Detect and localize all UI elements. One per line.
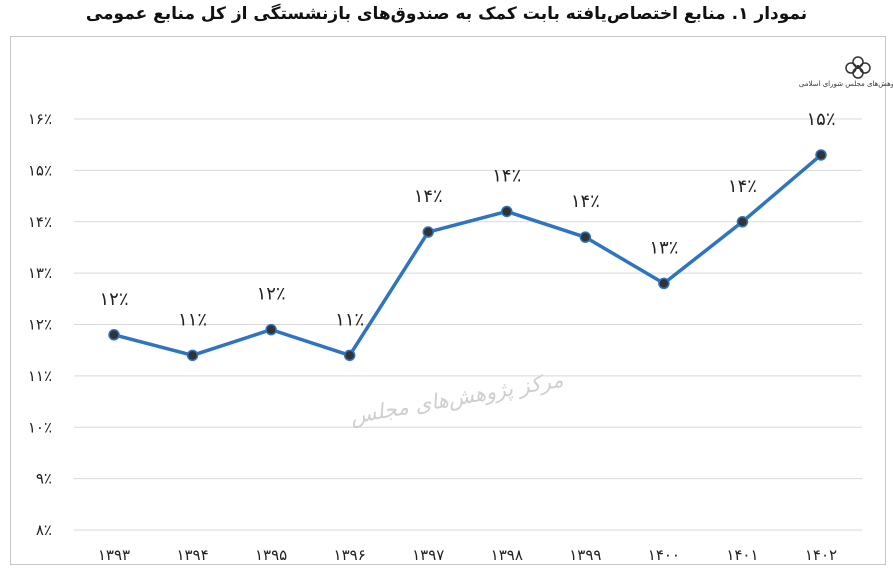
data-label: ۱۴٪ (414, 186, 443, 207)
logo-text: مرکز پژوهش‌های مجلس شورای اسلامی (799, 80, 893, 88)
chart-frame (10, 36, 886, 565)
y-tick-label: ۹٪ (36, 470, 52, 488)
y-tick-label: ۱۴٪ (28, 213, 52, 231)
data-point (186, 349, 199, 362)
data-point (108, 329, 120, 341)
logo: مرکز پژوهش‌های مجلس شورای اسلامی (799, 56, 893, 88)
y-tick-label: ۱۵٪ (28, 161, 52, 179)
data-point (658, 277, 670, 290)
data-point (501, 205, 513, 218)
series-line (113, 153, 823, 358)
x-tick-label: ۱۳۹۴ (176, 546, 208, 564)
data-label: ۱۴٪ (492, 165, 521, 186)
y-tick-label: ۱۲٪ (28, 316, 52, 334)
x-tick-label: ۱۳۹۸ (491, 546, 523, 564)
data-label: ۱۵٪ (806, 109, 835, 130)
chart-title: نمودار ۱. منابع اختصاص‌یافته بابت کمک به… (85, 4, 808, 24)
x-tick-label: ۱۴۰۱ (726, 546, 758, 564)
x-tick-label: ۱۴۰۲ (805, 546, 837, 564)
data-label: ۱۴٪ (571, 191, 600, 212)
data-label: ۱۲٪ (257, 284, 286, 305)
data-point (343, 349, 356, 362)
x-tick-label: ۱۳۹۳ (98, 546, 130, 564)
data-point (265, 323, 277, 336)
data-label: ۱۳٪ (649, 237, 678, 258)
data-label: ۱۱٪ (178, 309, 207, 330)
data-label: ۱۱٪ (335, 309, 364, 330)
data-label: ۱۲٪ (99, 289, 128, 310)
data-point (422, 226, 434, 238)
x-axis-ticks: ۱۳۹۳ ۱۳۹۴ ۱۳۹۵ ۱۳۹۶ ۱۳۹۷ ۱۳۹۸ ۱۳۹۹ ۱۴۰۰ ۱۴۰۱ ۱۴۰۲ (98, 546, 837, 564)
series: ۱۲٪ ۱۱٪ ۱۲٪ ۱۱٪ ۱۴٪ ۱۴٪ ۱۴٪ ۱۳٪ ۱۴٪ ۱۵٪ (99, 109, 836, 362)
data-label: ۱۴٪ (728, 176, 757, 197)
x-tick-label: ۱۳۹۷ (412, 546, 444, 564)
data-point (579, 231, 592, 243)
y-tick-label: ۱۰٪ (28, 418, 52, 436)
x-tick-label: ۱۳۹۹ (569, 546, 601, 564)
y-tick-label: ۱۳٪ (28, 264, 52, 282)
data-point (736, 216, 749, 228)
data-point (815, 149, 827, 161)
watermark: مرکز پژوهش‌های مجلس (349, 368, 566, 430)
y-tick-label: ۱۶٪ (28, 110, 52, 128)
x-tick-label: ۱۴۰۰ (648, 546, 680, 564)
y-axis-ticks: ۸٪ ۹٪ ۱۰٪ ۱۱٪ ۱۲٪ ۱۳٪ ۱۴٪ ۱۵٪ ۱۶٪ (28, 110, 52, 539)
y-tick-label: ۱۱٪ (28, 367, 52, 385)
x-tick-label: ۱۳۹۵ (255, 546, 287, 564)
x-tick-label: ۱۳۹۶ (334, 546, 366, 564)
y-tick-label: ۸٪ (36, 521, 52, 539)
gridlines (74, 118, 862, 531)
